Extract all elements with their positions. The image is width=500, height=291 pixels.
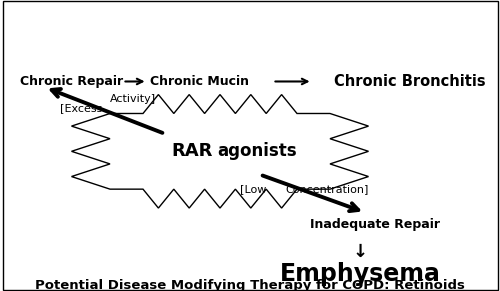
Text: RAR: RAR (172, 142, 213, 160)
Text: Activity]: Activity] (110, 94, 156, 104)
Text: Chronic Bronchitis: Chronic Bronchitis (334, 74, 486, 89)
Polygon shape (72, 95, 368, 208)
Text: Potential Disease Modifying Therapy for COPD: Retinoids: Potential Disease Modifying Therapy for … (35, 279, 465, 291)
Text: Emphysema: Emphysema (280, 262, 440, 285)
Text: [Excess: [Excess (60, 103, 102, 113)
Text: Chronic Repair: Chronic Repair (20, 75, 123, 88)
Text: Chronic Mucin: Chronic Mucin (150, 75, 250, 88)
Text: Inadequate Repair: Inadequate Repair (310, 218, 440, 230)
Text: [Low: [Low (240, 184, 266, 194)
Text: Concentration]: Concentration] (285, 184, 368, 194)
Text: ↓: ↓ (352, 243, 368, 261)
Text: agonists: agonists (218, 142, 298, 160)
